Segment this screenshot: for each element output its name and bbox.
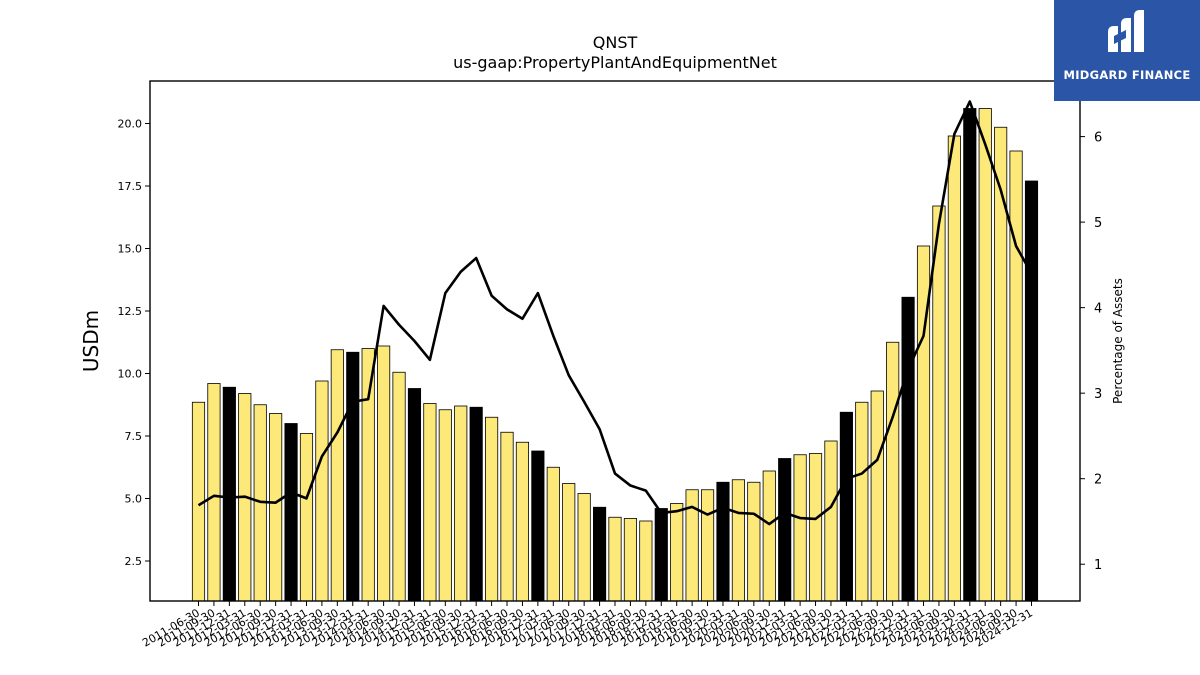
bar-2014-06-30 — [377, 345, 391, 602]
bar-2020-09-30 — [762, 470, 776, 602]
bar-2021-06-30 — [808, 453, 823, 602]
bar-2011-12-31 — [222, 386, 236, 602]
bar-2015-03-31 — [423, 403, 437, 602]
bar-2024-12-31 — [1024, 180, 1039, 602]
bar-2014-09-30 — [392, 371, 406, 602]
y2-tick-label: 2 — [1094, 473, 1102, 488]
line-series — [197, 100, 1033, 526]
y-tick-label: 15.0 — [118, 243, 143, 256]
y-tick-label: 12.5 — [118, 305, 143, 318]
y2-tick-label: 4 — [1094, 302, 1102, 317]
bar-2024-06-30 — [994, 126, 1008, 602]
bar-2017-06-30 — [562, 483, 576, 602]
bar-2015-09-30 — [454, 405, 468, 602]
bar-2023-09-30 — [947, 135, 961, 602]
bar-2018-09-30 — [639, 520, 653, 602]
bar-2016-03-31 — [485, 416, 499, 602]
bar-2017-12-31 — [593, 506, 607, 602]
bar-2022-06-30 — [870, 390, 884, 602]
bar-2018-12-31 — [654, 508, 668, 602]
bar-2024-09-30 — [1009, 150, 1023, 602]
bar-2013-06-30 — [315, 380, 329, 602]
bar-2012-12-31 — [284, 423, 298, 602]
bar-2016-06-30 — [500, 431, 514, 602]
y2-tick-label: 1 — [1094, 558, 1102, 573]
bar-2022-12-31 — [901, 296, 915, 602]
bar-2014-12-31 — [407, 388, 422, 602]
y2-tick-label: 3 — [1094, 387, 1102, 402]
bar-2021-03-31 — [793, 454, 807, 602]
y2-axis-label: Percentage of Assets — [1111, 278, 1125, 404]
left-axis: 2.5 5.0 7.5 10.0 12.5 15.0 17.5 20.0 — [118, 118, 150, 568]
y-tick-label: 10.0 — [118, 368, 143, 381]
bar-2011-09-30 — [207, 383, 221, 602]
y-tick-label: 17.5 — [118, 180, 143, 193]
y-tick-label: 5.0 — [125, 493, 143, 506]
chart-subtitle: us-gaap:PropertyPlantAndEquipmentNet — [453, 53, 777, 72]
bar-2019-03-31 — [670, 503, 684, 602]
y-tick-label: 2.5 — [125, 555, 143, 568]
bar-2015-12-31 — [469, 406, 483, 602]
bar-2023-06-30 — [932, 205, 946, 602]
logo-text: MIDGARD FINANCE — [1063, 68, 1191, 82]
bar-2015-06-30 — [438, 409, 452, 602]
bar-2024-03-31 — [978, 108, 992, 602]
bar-2018-06-30 — [623, 518, 638, 602]
bar-2018-03-31 — [608, 516, 622, 602]
bar-2016-12-31 — [531, 450, 545, 602]
bar-2019-09-30 — [700, 489, 715, 602]
bar-2013-09-30 — [330, 349, 344, 602]
y2-tick-label: 5 — [1094, 216, 1102, 231]
chart-title: QNST — [593, 33, 638, 52]
y-tick-label: 20.0 — [118, 118, 143, 131]
bar-2019-12-31 — [716, 481, 730, 602]
bar-2013-12-31 — [346, 351, 360, 602]
y2-tick-label: 6 — [1094, 131, 1102, 146]
bar-2014-03-31 — [361, 348, 375, 602]
right-axis: 1 2 3 4 5 6 — [1080, 131, 1102, 573]
bar-2022-03-31 — [855, 401, 869, 602]
bar-2020-03-31 — [731, 479, 745, 602]
bar-2023-12-31 — [963, 108, 977, 602]
bar-2013-03-31 — [299, 433, 314, 602]
bar-2022-09-30 — [886, 341, 900, 602]
midgard-finance-logo: MIDGARD FINANCE — [1054, 0, 1200, 101]
logo-mark-icon — [1108, 10, 1144, 52]
bar-2017-09-30 — [577, 493, 591, 602]
bar-2021-12-31 — [839, 411, 853, 602]
bar-2016-09-30 — [515, 441, 530, 602]
percentage-of-assets-line — [197, 100, 1033, 526]
bar-2020-12-31 — [778, 458, 792, 602]
bar-2012-09-30 — [269, 413, 283, 602]
bar-series — [191, 108, 1039, 602]
y-tick-label: 7.5 — [125, 430, 143, 443]
bar-2020-06-30 — [747, 481, 761, 602]
y-axis-label: USDm — [79, 310, 103, 372]
bar-2021-09-30 — [824, 440, 838, 602]
x-axis: 2011-06-302011-09-302011-12-312012-03-31… — [140, 601, 1035, 650]
bar-2017-03-31 — [546, 466, 560, 602]
